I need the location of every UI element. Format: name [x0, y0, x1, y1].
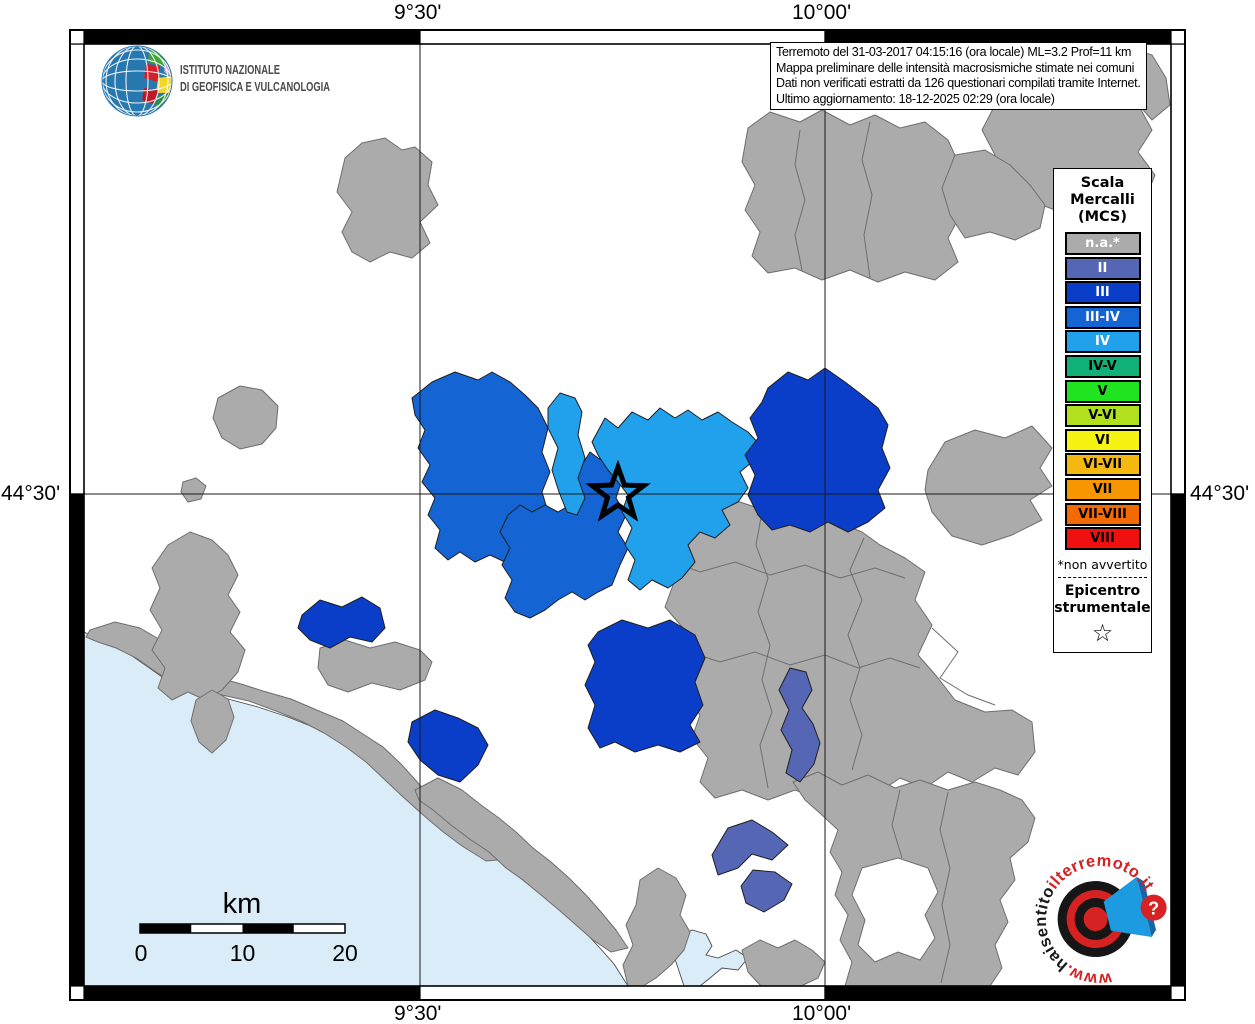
legend-entry-na: n.a.*	[1064, 232, 1141, 255]
legend-entry-v_vi: V-VI	[1064, 404, 1141, 428]
ingv-name-line2: DI GEOFISICA E VULCANOLOGIA	[180, 80, 330, 94]
legend-entries: n.a.* II III III-IV IV IV-V V V-VI VI VI-VII VII VI…	[1054, 232, 1151, 551]
legend-box: Scala Mercalli (MCS) n.a.* II III III-IV IV I…	[1053, 168, 1152, 654]
axis-label-bottom-right: 10°00'	[792, 1002, 852, 1024]
legend-divider	[1058, 577, 1147, 579]
ingv-name-line1: ISTITUTO NAZIONALE	[180, 63, 280, 77]
legend-entry-vii_viii: VII-VIII	[1064, 502, 1141, 526]
legend-entry-iv_v: IV-V	[1064, 354, 1141, 378]
legend-epicenter-line1: Epicentro	[1064, 583, 1141, 600]
municipality-ii-strip	[778, 667, 821, 783]
grid-lines	[84, 44, 1171, 986]
scale-tick-10: 10	[230, 940, 256, 966]
municipality-iii-coast	[407, 709, 489, 783]
legend-entry-iv: IV	[1064, 330, 1141, 354]
legend-entry-viii: VIII	[1064, 527, 1141, 551]
legend-entry-ii: II	[1064, 256, 1141, 280]
legend-epicenter-line2: strumentale	[1054, 600, 1151, 617]
municipality-iii-east	[744, 367, 891, 533]
axis-label-right: 44°30'	[1190, 482, 1250, 505]
hsit-question-badge: ?	[1140, 894, 1167, 921]
gulf	[669, 929, 749, 986]
epicenter-star-icon: ☆	[1091, 619, 1114, 648]
municipality-ii-a	[711, 819, 789, 876]
epicenter-star	[585, 459, 651, 522]
legend-entry-vii: VII	[1064, 477, 1141, 501]
axis-label-left: 44°30'	[1, 482, 61, 505]
municipality-iv-central	[591, 407, 761, 591]
axis-label-top-left: 9°30'	[394, 1, 442, 24]
axis-label-bottom-left: 9°30'	[394, 1002, 442, 1024]
legend-entry-v: V	[1064, 379, 1141, 403]
legend-footnote: *non avvertito	[1057, 557, 1148, 573]
municipalities-intensity	[297, 367, 891, 913]
legend-entry-iii_iv: III-IV	[1064, 305, 1141, 329]
axis-label-top-right: 10°00'	[792, 1, 852, 24]
municipality-ii-b	[740, 869, 793, 913]
municipality-iii-west	[297, 596, 386, 649]
legend-entry-vi: VI	[1064, 428, 1141, 452]
info-line-source: Dati non verificati estratti da 126 ques…	[776, 76, 1141, 91]
legend-title-line3: (MCS)	[1077, 209, 1128, 225]
scale-tick-0: 0	[135, 940, 148, 966]
municipalities-not-felt	[85, 47, 1171, 986]
legend-title-line1: Scala	[1080, 175, 1125, 191]
legend-title-line2: Mercalli	[1070, 192, 1135, 208]
info-line-event: Terremoto del 31-03-2017 04:15:16 (ora l…	[776, 45, 1132, 59]
info-line-maptype: Mappa preliminare delle intensità macros…	[776, 60, 1135, 75]
legend-entry-vi_vii: VI-VII	[1064, 453, 1141, 477]
scale-bar-unit: km	[223, 888, 262, 920]
earthquake-info-box: Terremoto del 31-03-2017 04:15:16 (ora l…	[770, 42, 1147, 111]
municipality-iii-south	[584, 619, 706, 753]
municipality-iv-strip	[547, 392, 586, 516]
map-frame	[69, 29, 1186, 1001]
svg-text:?: ?	[1148, 899, 1159, 919]
scale-bar: km 0 10 20	[135, 888, 358, 966]
legend-entry-iii: III	[1064, 281, 1141, 305]
info-line-update: Ultimo aggiornamento: 18-12-2025 02:29 (…	[776, 91, 1055, 106]
scale-tick-20: 20	[332, 940, 358, 966]
